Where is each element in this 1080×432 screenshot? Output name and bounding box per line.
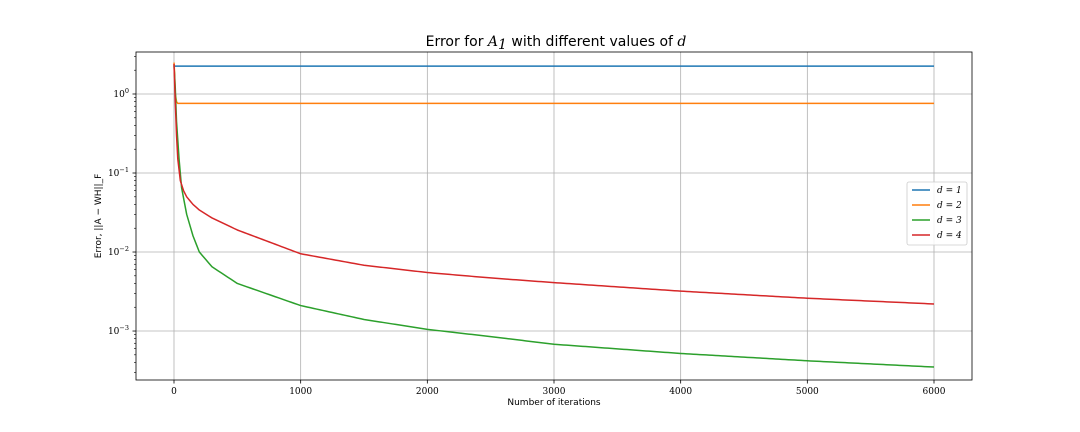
- title-subscript: 1: [498, 37, 507, 53]
- legend-label: d = 4: [937, 231, 962, 241]
- y-tick-exponent: −3: [119, 324, 129, 332]
- series-line: [173, 64, 934, 67]
- y-tick-exponent: −1: [119, 166, 129, 174]
- title-prefix: Error for: [426, 34, 488, 50]
- series-line: [173, 63, 935, 305]
- grid-lines: [136, 52, 972, 380]
- legend-items: d = 1 d = 2 d = 3 d = 4: [912, 186, 962, 241]
- title-variable: d: [677, 34, 686, 50]
- y-tick-base: 10: [108, 248, 120, 258]
- x-tick-label: 6000: [923, 387, 946, 397]
- y-tick-exponent: −2: [119, 245, 129, 253]
- x-tick-label: 2000: [416, 387, 439, 397]
- y-tick-exponent: 0: [125, 87, 129, 95]
- y-tick-base: 10: [108, 169, 120, 179]
- x-axis-ticks: 0 1000 2000 3000 4000 5000 6000: [171, 380, 946, 397]
- y-tick-base: 10: [113, 90, 125, 100]
- y-tick-label: 100: [113, 87, 129, 100]
- chart-title: Error for A1 with different values of d: [426, 34, 687, 53]
- x-tick-label: 3000: [543, 387, 566, 397]
- y-tick-label: 10−3: [108, 324, 129, 337]
- x-tick-label: 5000: [796, 387, 819, 397]
- legend-label: d = 1: [937, 186, 962, 196]
- y-tick-label: 10−2: [108, 245, 129, 258]
- legend-box: [906, 181, 968, 246]
- x-axis-label: Number of iterations: [507, 398, 601, 408]
- x-tick-label: 0: [171, 387, 177, 397]
- x-tick-label: 1000: [289, 387, 312, 397]
- title-suffix: with different values of: [507, 34, 677, 50]
- y-tick-label: 10−1: [108, 166, 129, 179]
- title-symbol: A: [486, 34, 498, 50]
- series-line: [173, 65, 935, 368]
- series-line: [173, 62, 934, 105]
- legend-label: d = 3: [937, 216, 962, 226]
- y-tick-base: 10: [108, 327, 120, 337]
- legend-label: d = 2: [937, 201, 962, 211]
- x-tick-label: 4000: [669, 387, 692, 397]
- legend: d = 1 d = 2 d = 3 d = 4: [906, 181, 968, 246]
- plot-lines: [173, 62, 935, 368]
- y-axis-label: Error, ||A − WH||_F: [94, 174, 104, 259]
